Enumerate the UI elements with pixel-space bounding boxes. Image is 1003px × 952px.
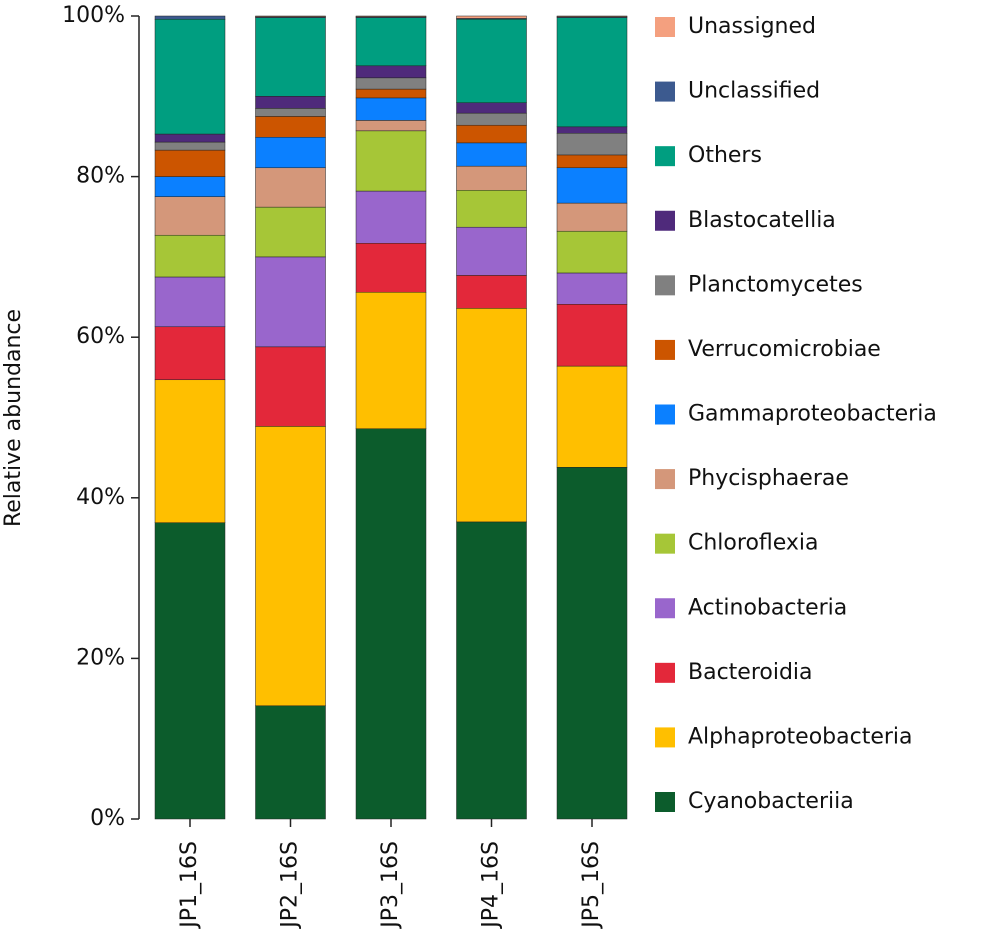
bar-segment bbox=[355, 428, 427, 820]
bar-segment bbox=[154, 15, 226, 20]
legend-label: Bacteroidia bbox=[688, 660, 813, 685]
bar-segment bbox=[355, 88, 427, 99]
x-tick-label: JP4_16S bbox=[479, 841, 504, 930]
bar-segment bbox=[154, 196, 226, 236]
bar-segment bbox=[456, 124, 527, 144]
bar-segment bbox=[556, 230, 628, 274]
bar-segment bbox=[355, 291, 427, 429]
bar-segment bbox=[154, 326, 226, 381]
bar-segment bbox=[154, 522, 226, 820]
y-tick-label: 100% bbox=[62, 3, 125, 28]
bar-segment bbox=[456, 15, 527, 19]
legend-swatch bbox=[655, 598, 675, 619]
bar-segment bbox=[255, 167, 326, 208]
bar-segment bbox=[456, 190, 527, 228]
legend-label: Gammaproteobacteria bbox=[688, 402, 937, 427]
legend-swatch bbox=[655, 792, 675, 812]
y-tick-label: 60% bbox=[76, 324, 125, 349]
bar-segment bbox=[556, 272, 628, 305]
bar-segment bbox=[456, 18, 527, 103]
bar-segment bbox=[556, 15, 628, 18]
bar-segment bbox=[355, 130, 427, 192]
legend-swatch bbox=[655, 404, 675, 425]
bar-segment bbox=[355, 77, 427, 90]
bar-segment bbox=[154, 141, 226, 151]
bar-segment bbox=[456, 102, 527, 114]
bar-segment bbox=[355, 15, 427, 18]
legend-label: Planctomycetes bbox=[688, 272, 863, 297]
legend-label: Unclassified bbox=[688, 79, 820, 104]
x-tick-label: JP5_16S bbox=[579, 841, 604, 930]
legend-label: Blastocatellia bbox=[688, 208, 836, 233]
legend-swatch bbox=[655, 469, 675, 490]
bar-segment bbox=[456, 142, 527, 167]
bar-segment bbox=[456, 308, 527, 523]
bar-segment bbox=[255, 346, 326, 427]
bar-segment bbox=[556, 126, 628, 134]
bar-segment bbox=[154, 234, 226, 278]
bar-segment bbox=[556, 365, 628, 468]
y-tick-label: 20% bbox=[76, 645, 125, 670]
bar-segment bbox=[556, 154, 628, 169]
legend-label: Actinobacteria bbox=[688, 595, 847, 620]
bar-segment bbox=[154, 379, 226, 523]
y-tick-label: 80% bbox=[76, 164, 125, 189]
x-tick-label: JP1_16S bbox=[177, 841, 202, 930]
bar-segment bbox=[355, 242, 427, 293]
legend-label: Alphaproteobacteria bbox=[688, 724, 913, 749]
bar-segment bbox=[456, 165, 527, 191]
bar-segment bbox=[255, 426, 326, 707]
bar-segment bbox=[456, 275, 527, 309]
bar-segment bbox=[255, 116, 326, 138]
legend-swatch bbox=[655, 275, 675, 296]
bar-segment bbox=[456, 226, 527, 276]
bar-segment bbox=[556, 17, 628, 128]
bar-segment bbox=[556, 467, 628, 820]
bar-segment bbox=[556, 304, 628, 367]
legend-label: Unassigned bbox=[688, 14, 816, 39]
bar-segment bbox=[355, 97, 427, 121]
bar-segment bbox=[556, 167, 628, 204]
legend-swatch bbox=[655, 146, 675, 167]
bar-segment bbox=[456, 521, 527, 820]
y-tick-label: 0% bbox=[90, 806, 125, 831]
bar-segment bbox=[456, 112, 527, 126]
legend-label: Others bbox=[688, 143, 762, 168]
legend-label: Phycisphaerae bbox=[688, 466, 849, 491]
x-tick-label: JP2_16S bbox=[278, 841, 303, 930]
bar-segment bbox=[255, 17, 326, 97]
x-tick-label: JP3_16S bbox=[378, 841, 403, 930]
legend-swatch bbox=[655, 662, 675, 683]
legend-swatch bbox=[655, 533, 675, 554]
y-tick-label: 40% bbox=[76, 485, 125, 510]
bar-segment bbox=[154, 276, 226, 328]
bar-segment bbox=[154, 133, 226, 143]
legend-label: Cyanobacteriia bbox=[688, 789, 854, 814]
bar-segment bbox=[355, 190, 427, 244]
bar-segment bbox=[355, 65, 427, 79]
bar-segment bbox=[556, 132, 628, 156]
bar-segment bbox=[154, 176, 226, 197]
bar-segment bbox=[255, 96, 326, 109]
bar-segment bbox=[255, 15, 326, 18]
legend-swatch bbox=[655, 17, 675, 37]
bar-segment bbox=[355, 120, 427, 132]
y-axis-label: Relative abundance bbox=[1, 309, 26, 527]
bar-segment bbox=[556, 202, 628, 232]
legend-swatch bbox=[655, 339, 675, 360]
legend-label: Verrucomicrobiae bbox=[688, 337, 881, 362]
legend-swatch bbox=[655, 727, 675, 748]
bar-segment bbox=[355, 17, 427, 67]
bar-segment bbox=[255, 705, 326, 820]
legend-swatch bbox=[655, 210, 675, 231]
bar-segment bbox=[255, 206, 326, 258]
legend-label: Chloroflexia bbox=[688, 531, 819, 556]
bar-segment bbox=[255, 108, 326, 117]
bar-segment bbox=[154, 18, 226, 135]
bar-segment bbox=[255, 137, 326, 169]
bar-segment bbox=[255, 256, 326, 348]
legend-swatch bbox=[655, 81, 675, 102]
bar-segment bbox=[154, 149, 226, 177]
